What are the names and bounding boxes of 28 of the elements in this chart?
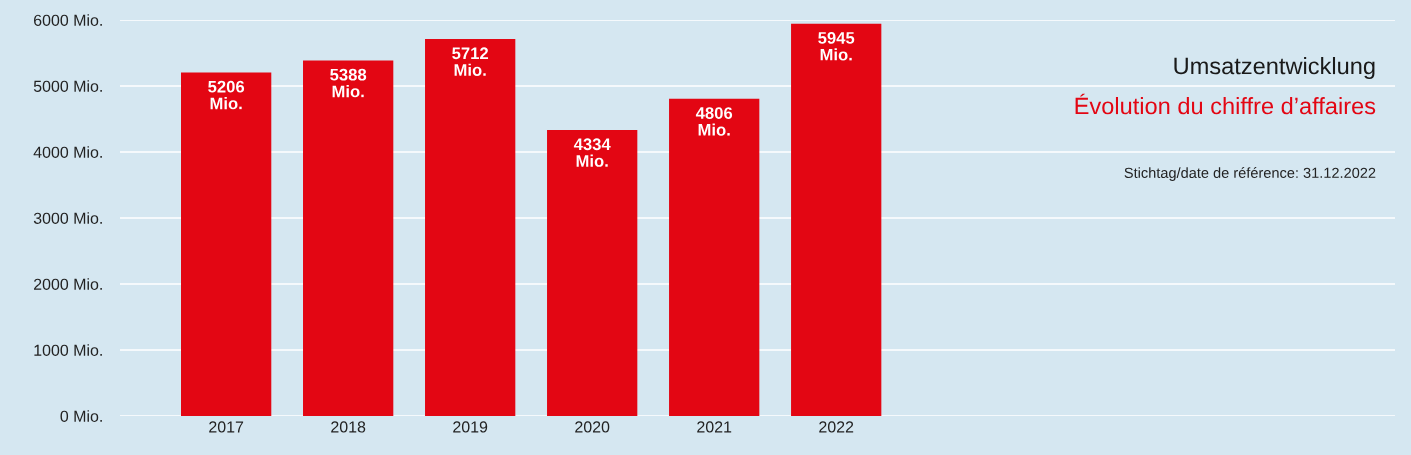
bar — [669, 98, 760, 416]
x-tick-label: 2020 — [575, 421, 610, 433]
y-tick-label: 0 Mio. — [60, 410, 102, 422]
bar — [181, 72, 272, 416]
bar — [791, 23, 882, 416]
x-tick-label: 2018 — [331, 421, 366, 433]
data-label: 5388 Mio. — [330, 68, 367, 98]
x-tick-label: 2017 — [209, 421, 244, 433]
x-tick-label: 2019 — [453, 421, 488, 433]
text: Évolution du chiffre d’affaires — [1075, 93, 1376, 115]
y-tick-label: 3000 Mio. — [33, 212, 102, 224]
y-tick-label: 6000 Mio. — [34, 14, 102, 26]
y-tick-label: 5000 Mio. — [33, 80, 102, 92]
bar — [303, 60, 394, 416]
bar — [425, 39, 516, 416]
text: Stichtag/date de référence: 31.12.2022 — [1124, 167, 1376, 181]
data-label: 5712 Mio. — [452, 47, 489, 76]
bar — [547, 129, 638, 416]
y-tick-label: 2000 Mio. — [34, 278, 102, 290]
data-label: 4806 Mio. — [695, 107, 733, 136]
x-tick-label: 2022 — [819, 421, 854, 433]
y-tick-label: 4000 Mio. — [33, 146, 102, 158]
data-label: 5206 Mio. — [208, 80, 245, 110]
y-tick-label: 1000 Mio. — [34, 344, 102, 356]
text: Umsatzentwicklung — [1174, 57, 1375, 79]
x-tick-label: 2021 — [697, 421, 732, 433]
data-label: 5945 Mio. — [818, 31, 855, 61]
data-label: 4334 Mio. — [573, 138, 611, 167]
